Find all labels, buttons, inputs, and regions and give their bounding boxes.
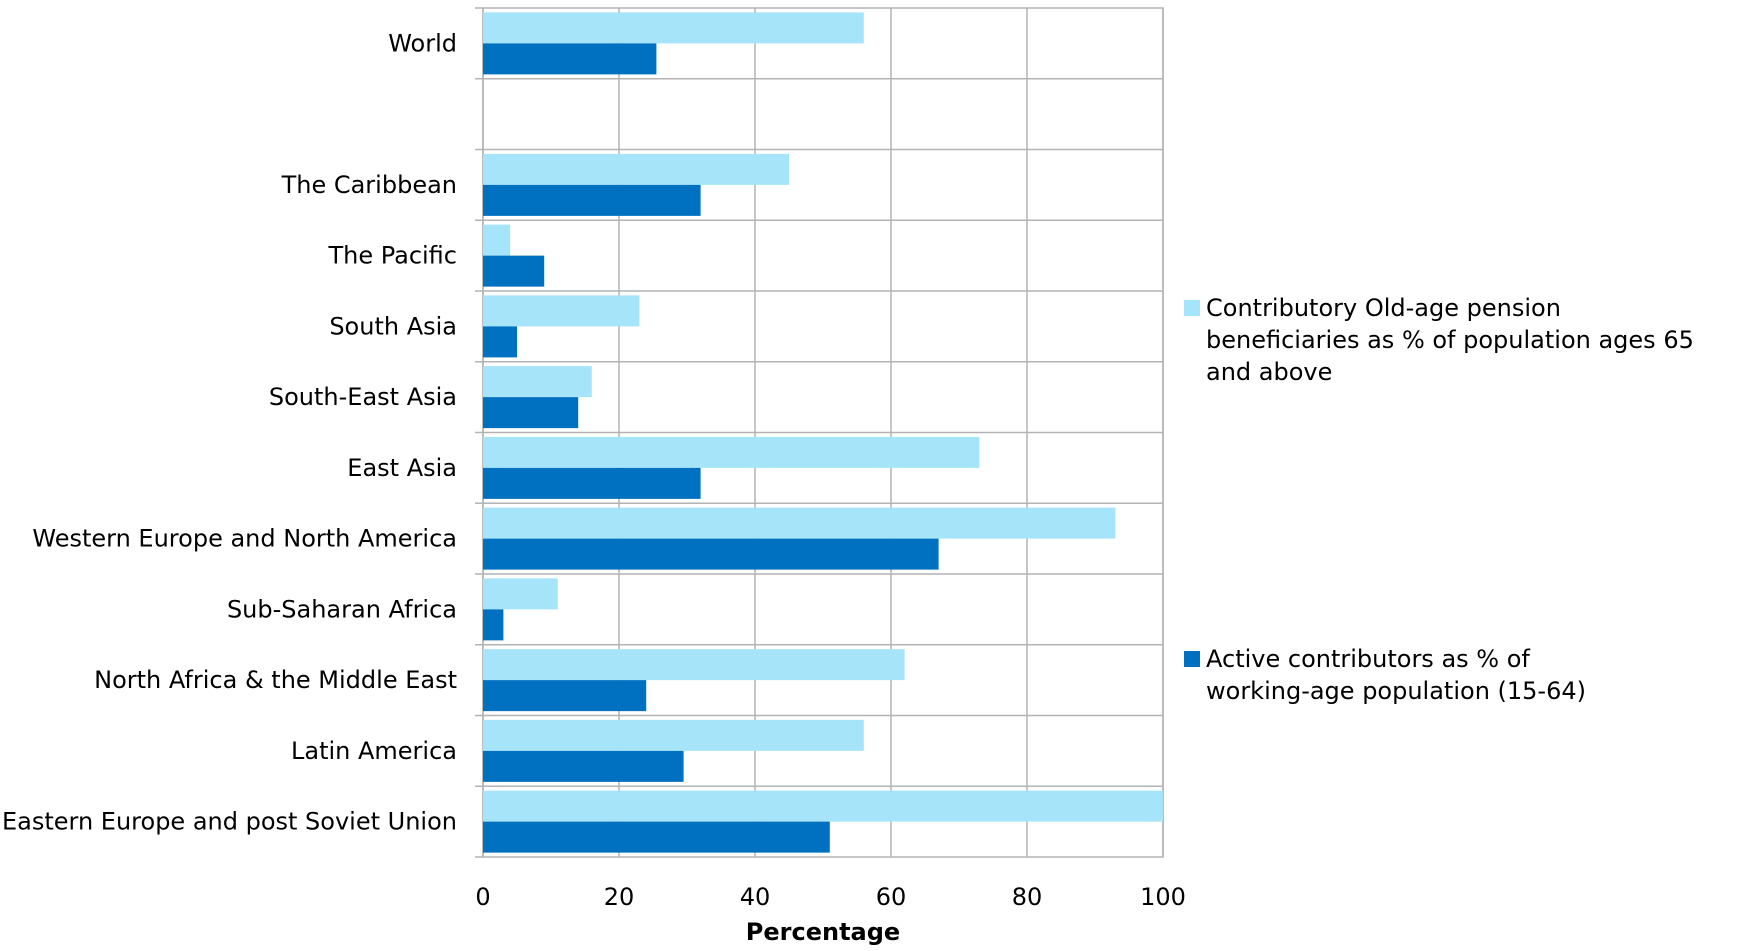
legend-label: Contributory Old-age pension beneficiarie… <box>1206 294 1694 386</box>
category-label: North Africa & the Middle East <box>94 666 457 694</box>
bar-pension-beneficiaries <box>483 153 789 185</box>
grid-layer <box>475 7 1164 858</box>
category-label: South Asia <box>329 312 457 340</box>
bar-pension-beneficiaries <box>483 295 640 327</box>
bar-pension-beneficiaries <box>483 719 864 751</box>
category-label: Sub-Saharan Africa <box>227 595 457 623</box>
axis-layer: World The Caribbean The Pacific South Asia S… <box>2 29 1186 946</box>
bar-active-contributors <box>483 609 504 641</box>
bar-active-contributors <box>483 680 647 712</box>
x-axis-title: Percentage <box>746 918 900 946</box>
bar-active-contributors <box>483 43 657 75</box>
x-tick-label: 100 <box>1140 883 1186 911</box>
bar-active-contributors <box>483 184 701 216</box>
category-label: World <box>388 29 457 57</box>
legend-entry: Active contributors as % of working-age p… <box>1184 645 1586 705</box>
bar-active-contributors <box>483 467 701 499</box>
legend-entry: Contributory Old-age pension beneficiarie… <box>1184 294 1694 386</box>
legend-label: Active contributors as % of working-age p… <box>1206 645 1586 705</box>
category-label: The Caribbean <box>281 171 457 199</box>
bar-pension-beneficiaries <box>483 507 1116 539</box>
bar-active-contributors <box>483 255 545 287</box>
legend-swatch <box>1184 651 1200 667</box>
bar-active-contributors <box>483 538 939 570</box>
bar-layer <box>483 12 1163 853</box>
bar-active-contributors <box>483 821 830 853</box>
category-label: Eastern Europe and post Soviet Union <box>2 808 457 836</box>
category-label: Western Europe and North America <box>32 525 457 553</box>
bar-pension-beneficiaries <box>483 224 511 256</box>
bar-active-contributors <box>483 750 684 782</box>
legend-layer: Contributory Old-age pension beneficiarie… <box>1184 294 1694 705</box>
bar-pension-beneficiaries <box>483 578 558 610</box>
bar-pension-beneficiaries <box>483 649 905 681</box>
bar-pension-beneficiaries <box>483 436 980 468</box>
bar-active-contributors <box>483 397 579 429</box>
bar-active-contributors <box>483 326 517 358</box>
category-label: Latin America <box>291 737 457 765</box>
bar-pension-beneficiaries <box>483 790 1163 822</box>
x-tick-label: 0 <box>475 883 490 911</box>
x-tick-label: 40 <box>740 883 771 911</box>
legend-swatch <box>1184 300 1200 316</box>
category-label: South-East Asia <box>269 383 457 411</box>
x-tick-label: 60 <box>876 883 907 911</box>
x-tick-label: 20 <box>604 883 635 911</box>
category-label: The Pacific <box>327 242 457 270</box>
category-label: East Asia <box>347 454 457 482</box>
bar-pension-beneficiaries <box>483 366 592 398</box>
bar-pension-beneficiaries <box>483 12 864 44</box>
x-tick-label: 80 <box>1012 883 1043 911</box>
